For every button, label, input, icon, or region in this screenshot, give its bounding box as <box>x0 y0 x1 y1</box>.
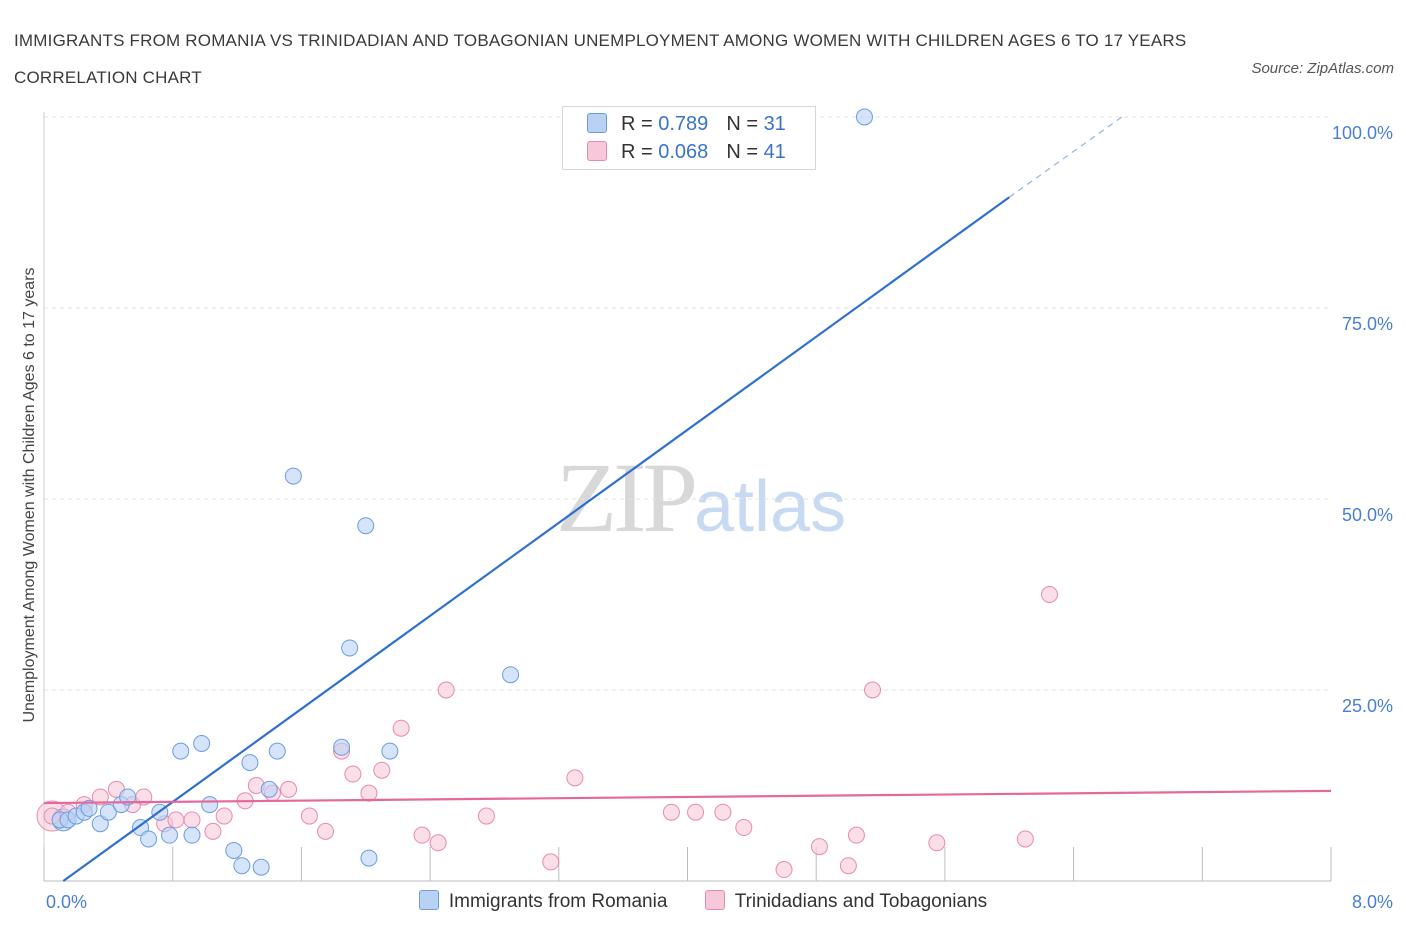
romania-swatch <box>587 113 607 133</box>
trinidad-point <box>735 819 753 837</box>
trinidad-point <box>183 811 201 829</box>
legend-item-romania[interactable]: Immigrants from Romania <box>418 890 668 913</box>
trinidad-point <box>928 834 946 852</box>
legend-trinidad-swatch <box>704 890 725 910</box>
romania-point <box>241 754 259 772</box>
y-tick-label: 75.0% <box>1342 314 1393 334</box>
watermark-zip: ZIP <box>556 442 698 553</box>
romania-n-label: N = <box>726 113 758 135</box>
romania-trend-line <box>62 196 1010 882</box>
trinidad-point <box>566 769 584 787</box>
romania-point <box>172 742 190 760</box>
trinidad-point <box>1040 586 1058 603</box>
trinidad-trend-line <box>43 789 1332 805</box>
romania-point <box>233 857 251 875</box>
trinidad-point <box>1016 830 1034 848</box>
trinidad-point <box>477 807 495 825</box>
trinidad-point <box>839 857 857 875</box>
romania-r-value: 0.789 <box>658 113 709 135</box>
romania-point <box>140 830 158 848</box>
trinidad-point <box>280 780 298 798</box>
romania-point <box>201 796 219 814</box>
legend-item-trinidad[interactable]: Trinidadians and Tobagonians <box>704 890 988 913</box>
watermark-atlas: atlas <box>694 467 847 547</box>
trinidad-point <box>429 834 447 852</box>
trinidad-r-value: 0.068 <box>658 141 709 163</box>
y-tick-label: 25.0% <box>1342 696 1393 716</box>
romania-point <box>193 734 211 752</box>
romania-point <box>260 780 278 798</box>
trinidad-point <box>204 822 222 840</box>
trinidad-point <box>714 803 732 821</box>
romania-n-value: 31 <box>763 113 786 135</box>
romania-point <box>80 799 98 817</box>
trinidad-point <box>317 822 335 840</box>
romania-trend-extension <box>1008 116 1123 198</box>
legend-trinidad-label: Trinidadians and Tobagonians <box>734 891 988 912</box>
legend-row-trinidad: R = 0.068 N = 41 <box>587 141 786 165</box>
chart-title: IMMIGRANTS FROM ROMANIA VS TRINIDADIAN A… <box>14 31 1187 87</box>
romania-point <box>183 826 201 844</box>
romania-point <box>357 517 375 535</box>
romania-point <box>284 467 302 485</box>
x-tick-label-min: 0.0% <box>46 892 87 912</box>
trinidad-point <box>167 811 185 829</box>
trinidad-point <box>392 719 410 737</box>
series-legend: Immigrants from Romania Trinidadians and… <box>0 890 1406 913</box>
romania-r-label: R = <box>621 113 653 135</box>
trinidad-point <box>360 784 378 802</box>
romania-point <box>252 858 270 876</box>
romania-point <box>225 841 243 859</box>
watermark: ZIPatlas <box>556 440 846 555</box>
trinidad-point <box>373 761 391 779</box>
romania-point <box>360 849 378 867</box>
trinidad-point <box>413 826 431 844</box>
source-label: Source: ZipAtlas.com <box>1251 60 1394 77</box>
romania-point <box>855 108 873 126</box>
romania-point <box>99 803 117 821</box>
trinidad-point <box>864 681 882 699</box>
romania-point <box>268 742 286 760</box>
trinidad-r-label: R = <box>621 141 653 163</box>
trinidad-n-value: 41 <box>763 141 786 163</box>
legend-romania-swatch <box>418 890 439 910</box>
legend-romania-label: Immigrants from Romania <box>448 891 668 912</box>
y-tick-label: 100.0% <box>1332 123 1393 143</box>
romania-point <box>502 666 520 684</box>
trinidad-swatch <box>587 141 607 161</box>
romania-point <box>160 826 178 844</box>
romania-point <box>119 788 137 806</box>
correlation-legend: R = 0.789 N = 31 R = 0.068 N = 41 <box>562 106 816 170</box>
x-tick-label-max: 8.0% <box>1352 892 1393 912</box>
trinidad-point <box>215 807 233 825</box>
trinidad-point <box>775 861 793 879</box>
trinidad-point <box>91 788 109 806</box>
trinidad-point <box>542 853 560 871</box>
romania-point <box>333 738 351 756</box>
trinidad-point <box>344 765 362 783</box>
legend-row-romania: R = 0.789 N = 31 <box>587 113 786 137</box>
y-tick-label: 50.0% <box>1342 505 1393 525</box>
trinidad-point <box>437 681 455 699</box>
trinidad-point <box>810 838 828 856</box>
romania-point <box>381 742 399 760</box>
trinidad-point <box>662 803 680 821</box>
trinidad-point <box>847 826 865 844</box>
trinidad-n-label: N = <box>726 141 758 163</box>
romania-point <box>341 639 359 657</box>
trinidad-point <box>300 807 318 825</box>
trinidad-point <box>687 803 705 821</box>
